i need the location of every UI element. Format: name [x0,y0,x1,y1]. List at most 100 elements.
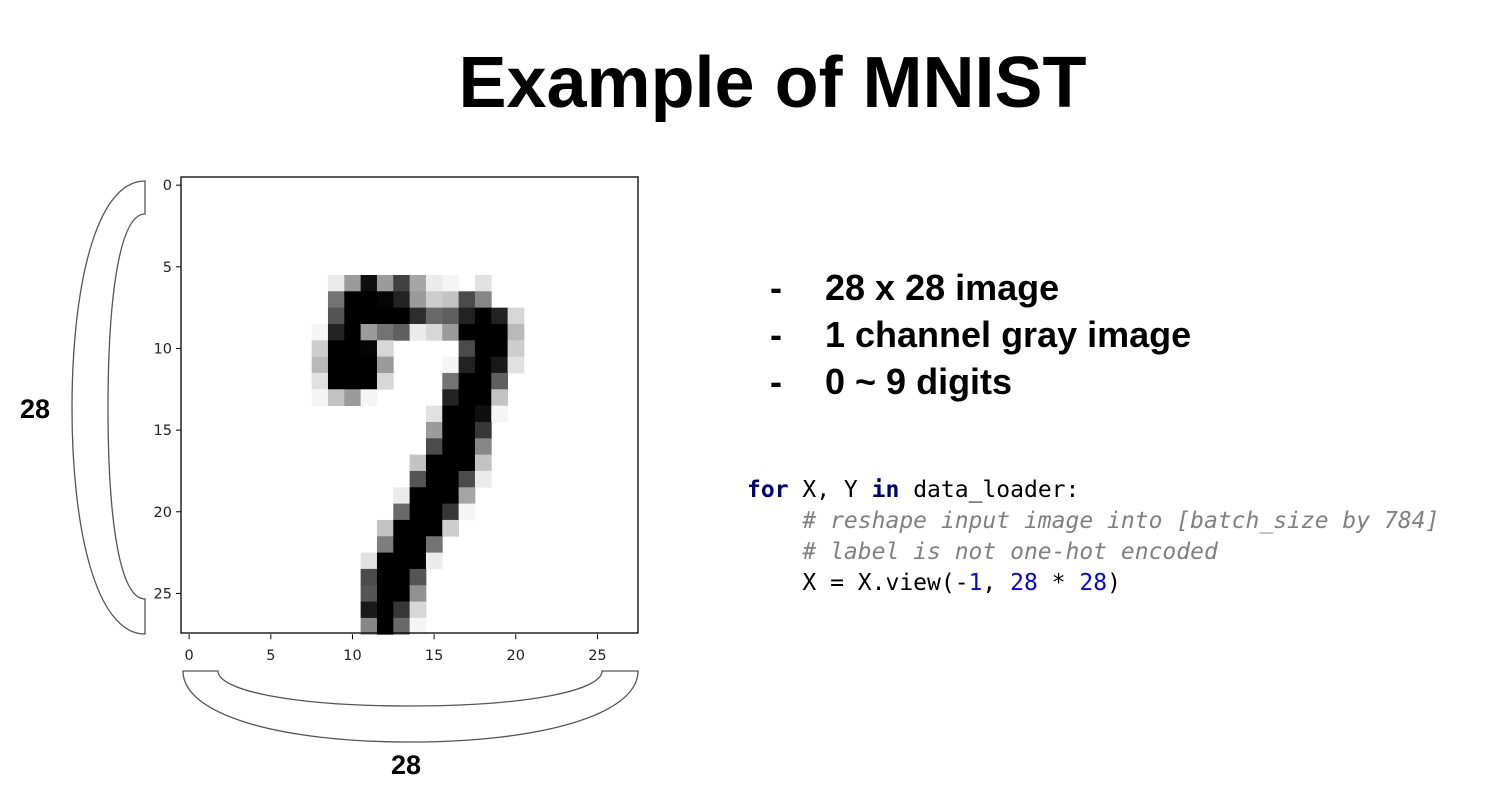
pixel-cell [442,389,460,407]
code-text: * [1037,570,1080,596]
pixel-cell [425,470,443,488]
code-comment: # label is not one-hot encoded [802,539,1218,565]
pixel-cell [409,470,427,488]
pixel-cell [458,389,476,407]
x-axis: 0 5 10 15 20 25 [185,634,607,664]
image-axes-frame [180,176,639,634]
code-text: X = X.view(- [747,570,969,596]
pixel-cell [409,487,427,504]
x-tick-label: 25 [588,648,606,664]
pixel-cell [409,601,427,619]
bullet-dash: - [770,314,782,355]
pixel-cell [409,503,427,521]
pixel-cell [311,356,329,374]
pixel-cell [409,536,427,553]
pixel-cell [458,405,476,423]
code-text: ) [1107,570,1121,596]
pixel-cell [442,372,460,390]
pixel-cell [458,307,476,325]
x-tick-label: 0 [185,648,194,664]
pixel-cell [458,356,476,374]
pixel-cell [344,307,362,325]
bullet-list: - 28 x 28 image - 1 channel gray image - 0 … [770,265,1191,406]
pixel-cell [425,552,443,570]
pixel-cell [360,617,378,635]
pixel-cell [327,356,345,374]
pixel-cell [376,356,394,374]
pixel-cell [507,323,525,341]
pixel-cell [491,340,508,358]
pixel-cell [393,585,411,602]
pixel-cell [327,274,345,292]
pixel-cell [425,536,443,553]
bullet-item: - 0 ~ 9 digits [770,359,1191,406]
pixel-cell [507,307,525,325]
pixel-cell [376,323,394,341]
bullet-text: 28 x 28 image [825,267,1060,308]
pixel-cell [360,372,378,390]
pixel-cell [474,372,492,390]
pixel-cell [425,487,443,504]
code-number: 28 [1010,570,1038,596]
pixel-cell [425,454,443,472]
pixel-cell [327,340,345,358]
pixel-cell [409,568,427,586]
y-tick-label: 25 [154,586,172,602]
code-indent [747,508,802,534]
pixel-cell [425,323,443,341]
pixel-cell [409,307,427,325]
pixel-cell [458,291,476,309]
pixel-cell [393,552,411,570]
code-comment: # reshape input image into [batch_size b… [802,508,1440,534]
pixel-cell [409,323,427,341]
pixel-cell [425,519,443,537]
pixel-cell [327,389,345,407]
pixel-cell [442,405,460,423]
y-tick-label: 20 [154,505,172,521]
pixel-cell [376,372,394,390]
pixel-cell [442,438,460,456]
pixel-cell [458,503,476,521]
y-tick-label: 0 [163,178,172,194]
pixel-cell [360,356,378,374]
pixel-cell [376,585,394,602]
pixel-cell [311,340,329,358]
pixel-cell [376,617,394,635]
pixel-cell [458,340,476,358]
digit-image [311,274,525,635]
pixel-cell [344,291,362,309]
code-indent [747,539,802,565]
pixel-cell [344,356,362,374]
code-line: for X, Y in data_loader: [747,475,1439,506]
pixel-cell [474,454,492,472]
pixel-cell [393,274,411,292]
bullet-dash: - [770,361,782,402]
pixel-cell [327,372,345,390]
pixel-cell [442,356,460,374]
y-tick-label: 5 [163,260,172,276]
pixel-cell [376,536,394,553]
code-number: 1 [968,570,983,596]
height-brace [71,180,146,635]
pixel-cell [311,323,329,341]
pixel-cell [360,291,378,309]
pixel-cell [376,601,394,619]
bullet-item: - 1 channel gray image [770,312,1191,359]
slide-title: Example of MNIST [458,43,1087,123]
pixel-cell [474,421,492,439]
pixel-cell [458,421,476,439]
x-tick-label: 20 [507,648,525,664]
pixel-cell [458,323,476,341]
pixel-cell [409,552,427,570]
bullet-item: - 28 x 28 image [770,265,1191,312]
pixel-cell [409,585,427,602]
pixel-cell [507,356,525,374]
pixel-cell [344,274,362,292]
pixel-cell [425,503,443,521]
code-keyword: in [871,477,900,503]
pixel-cell [376,340,394,358]
bullet-text: 0 ~ 9 digits [825,361,1013,402]
pixel-cell [474,307,492,325]
pixel-cell [474,323,492,341]
pixel-cell [360,340,378,358]
